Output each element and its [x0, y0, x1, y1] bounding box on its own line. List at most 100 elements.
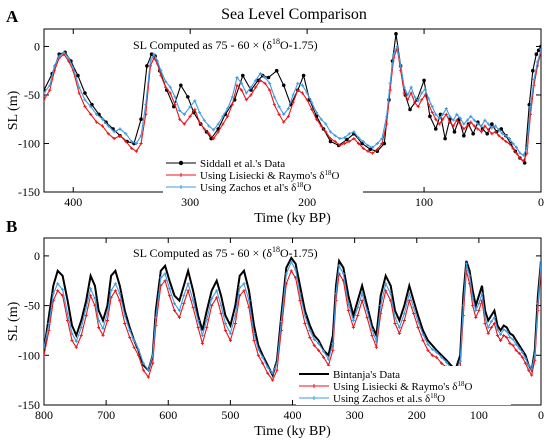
data-point	[139, 141, 143, 146]
series-1	[44, 266, 541, 382]
data-point	[223, 328, 228, 333]
data-point	[462, 133, 466, 138]
data-point	[485, 131, 490, 136]
data-point	[202, 118, 206, 122]
data-point	[303, 321, 307, 326]
data-point	[182, 294, 186, 298]
data-point	[242, 282, 246, 286]
legend-marker	[312, 384, 316, 388]
data-point	[474, 308, 478, 313]
data-point	[310, 101, 314, 105]
series-line	[44, 255, 541, 378]
data-point	[178, 117, 182, 121]
data-point	[406, 98, 410, 102]
data-point	[249, 93, 253, 97]
data-point	[314, 110, 319, 115]
data-point	[356, 136, 361, 140]
data-point	[252, 338, 256, 342]
data-point	[476, 127, 480, 131]
data-point	[458, 122, 462, 126]
data-point	[258, 72, 262, 76]
data-point	[520, 355, 524, 359]
legend-label-2: Using Zachos et al's δ18O	[200, 181, 311, 194]
data-point	[486, 122, 490, 126]
data-point	[118, 127, 122, 131]
data-point	[118, 292, 122, 296]
data-point	[416, 105, 420, 109]
data-point	[197, 110, 202, 115]
data-point	[514, 348, 518, 352]
data-point	[186, 289, 190, 293]
data-point	[380, 137, 384, 141]
data-point	[172, 308, 177, 313]
y-tick-label: -50	[24, 299, 40, 313]
data-point	[130, 146, 134, 150]
data-point	[319, 117, 323, 121]
data-point	[469, 114, 473, 118]
data-point	[347, 139, 351, 144]
data-point	[380, 141, 384, 146]
data-point	[397, 325, 401, 330]
data-point	[300, 91, 305, 95]
data-point	[146, 375, 150, 379]
legend-marker	[179, 185, 183, 189]
data-point	[268, 88, 272, 92]
data-point	[334, 292, 338, 296]
data-point	[421, 332, 425, 337]
data-point	[502, 333, 506, 338]
data-point	[221, 114, 225, 118]
data-point	[514, 342, 518, 346]
data-point	[451, 118, 455, 122]
data-point	[123, 321, 127, 326]
data-point	[406, 93, 410, 97]
data-point	[83, 98, 87, 102]
data-point	[275, 368, 279, 372]
data-point	[207, 132, 211, 136]
data-point	[240, 88, 244, 92]
data-point	[211, 137, 216, 141]
data-point	[151, 361, 155, 365]
data-point	[61, 288, 65, 292]
data-point	[210, 297, 214, 301]
data-point	[219, 303, 223, 308]
data-point	[106, 124, 110, 128]
data-point	[472, 118, 476, 122]
x-tick-label: 0	[538, 408, 544, 422]
data-point	[526, 368, 531, 372]
data-point	[455, 118, 459, 122]
data-point	[291, 93, 295, 97]
data-point	[266, 371, 270, 375]
data-point	[300, 83, 305, 87]
data-point	[441, 112, 445, 116]
data-point	[247, 299, 251, 303]
data-point	[533, 352, 537, 356]
data-point	[186, 282, 190, 286]
data-point	[83, 105, 87, 109]
data-point	[486, 128, 490, 132]
data-point	[182, 122, 186, 126]
plot-area	[44, 32, 541, 165]
data-point	[511, 146, 515, 150]
data-point	[97, 318, 101, 323]
data-point	[374, 345, 378, 349]
data-point	[444, 112, 448, 116]
data-point	[402, 85, 406, 89]
data-point	[228, 338, 232, 342]
data-point	[333, 139, 337, 144]
data-point	[423, 87, 427, 91]
series-line	[44, 48, 541, 162]
data-point	[504, 139, 508, 144]
data-point	[112, 130, 116, 134]
data-point	[539, 260, 541, 264]
data-point	[342, 141, 347, 146]
data-point	[326, 357, 331, 361]
data-point	[173, 103, 177, 107]
data-point	[70, 338, 74, 342]
data-point	[444, 360, 449, 364]
y-tick-label: -150	[18, 185, 40, 199]
data-point	[188, 114, 192, 118]
data-point	[44, 98, 46, 102]
data-point	[511, 337, 515, 341]
data-point	[177, 308, 182, 313]
data-point	[308, 335, 312, 340]
